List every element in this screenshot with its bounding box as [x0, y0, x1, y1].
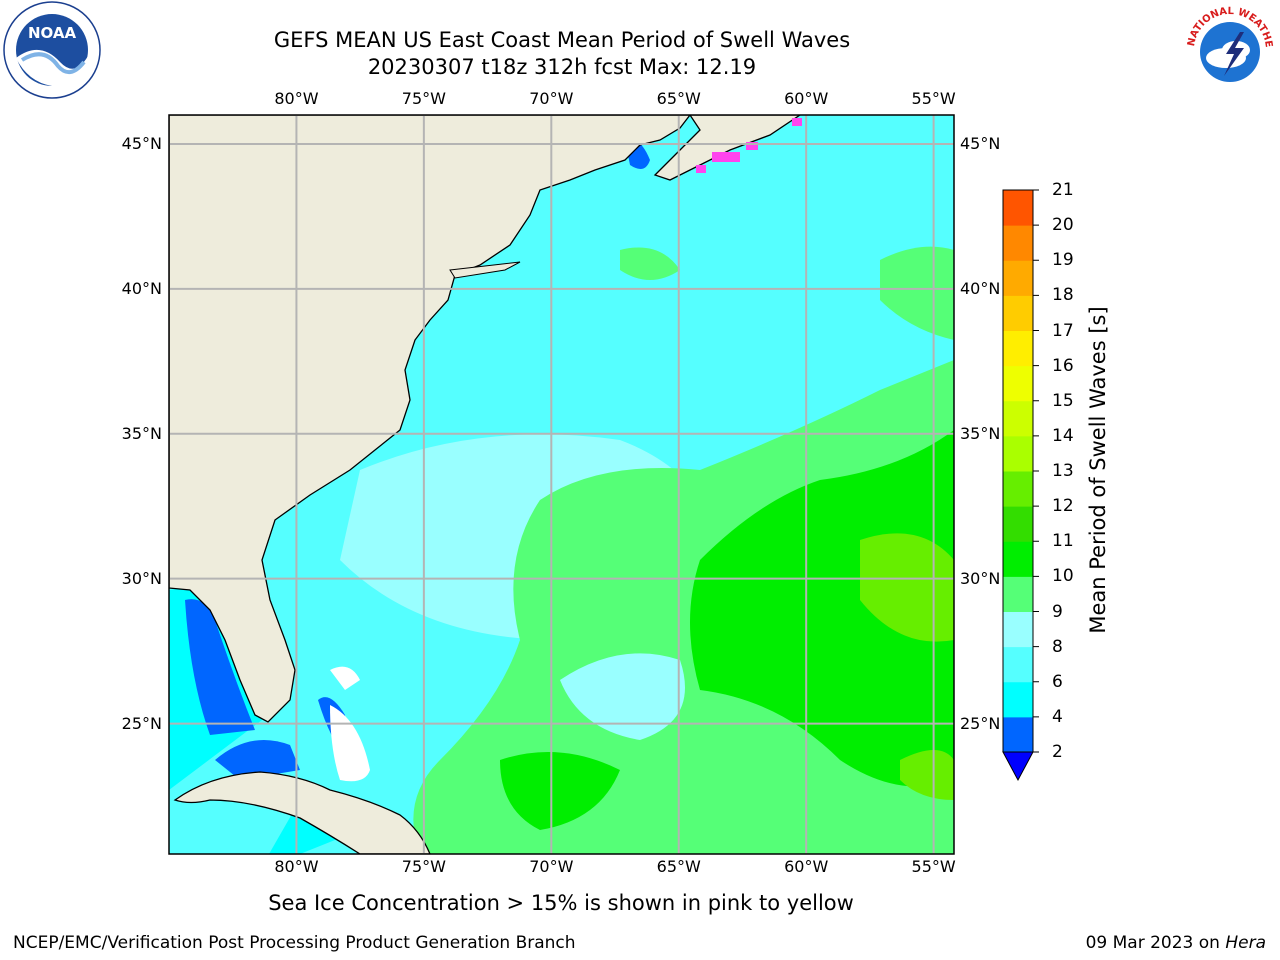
- colorbar-segment: [1003, 365, 1033, 402]
- colorbar: [1002, 189, 1039, 782]
- map-subtitle: 20230307 t18z 312h fcst Max: 12.19: [367, 55, 757, 79]
- bahamas-bank: [330, 666, 360, 690]
- map-frame: [168, 114, 955, 855]
- colorbar-segment: [1003, 435, 1033, 472]
- colorbar-label: 18: [1052, 285, 1074, 306]
- colorbar-segment: [1003, 225, 1033, 261]
- lon-tick-label-top: 60°W: [784, 89, 829, 108]
- period-band-9-10: [620, 247, 680, 280]
- colorbar-label: 17: [1052, 320, 1074, 341]
- lat-tick-label-left: 35°N: [121, 423, 162, 443]
- lat-tick-label-left: 45°N: [121, 133, 162, 153]
- colorbar-segment: [1003, 576, 1033, 612]
- period-band-9-10: [880, 246, 954, 340]
- colorbar-label: 9: [1052, 601, 1063, 622]
- footer-credit: NCEP/EMC/Verification Post Processing Pr…: [13, 933, 576, 953]
- colorbar-extend-arrow: [1002, 751, 1034, 782]
- lon-tick-label-bottom: 70°W: [529, 857, 574, 876]
- sea-ice-note: Sea Ice Concentration > 15% is shown in …: [268, 891, 854, 915]
- noaa-logo: NOAA: [3, 1, 101, 99]
- colorbar-label: 21: [1052, 180, 1074, 200]
- colorbar-segment: [1003, 541, 1033, 577]
- period-band-2-4: [215, 740, 300, 780]
- colorbar-segment: [1003, 260, 1033, 296]
- colorbar-label: 19: [1052, 250, 1074, 271]
- colorbar-label: 13: [1052, 461, 1074, 481]
- land-long-island: [449, 261, 521, 279]
- colorbar-label: 16: [1052, 355, 1074, 376]
- colorbar-label: 8: [1052, 636, 1063, 657]
- lat-tick-label-right: 45°N: [960, 133, 1001, 153]
- period-band-11-12: [900, 750, 954, 800]
- colorbar-segment: [1003, 400, 1033, 437]
- lon-tick-label-bottom: 55°W: [911, 857, 956, 876]
- colorbar-segment: [1003, 611, 1033, 648]
- footer-date: 09 Mar 2023 on Hera: [1086, 933, 1266, 953]
- map-title: GEFS MEAN US East Coast Mean Period of S…: [273, 28, 851, 52]
- sea-ice-marker: [696, 165, 706, 173]
- colorbar-segment: [1003, 716, 1033, 753]
- lon-tick-label-top: 80°W: [274, 89, 319, 108]
- colorbar-label: 12: [1052, 496, 1074, 517]
- sea-ice-marker: [746, 142, 758, 150]
- colorbar-label: 6: [1052, 671, 1063, 692]
- lat-tick-label-left: 25°N: [121, 713, 162, 733]
- colorbar-segment: [1003, 190, 1033, 226]
- lon-tick-label-top: 75°W: [401, 89, 446, 108]
- period-band-8-9: [560, 653, 685, 740]
- sea-ice-marker: [792, 118, 802, 126]
- lat-tick-label-right: 25°N: [960, 713, 1001, 733]
- period-band-2-4: [185, 599, 255, 735]
- colorbar-label: 2: [1052, 742, 1063, 762]
- colorbar-label: 15: [1052, 390, 1074, 411]
- period-band-11-12: [860, 533, 954, 642]
- lat-tick-label-left: 30°N: [121, 568, 162, 588]
- colorbar-label: 11: [1052, 531, 1074, 552]
- colorbar-label: 14: [1052, 425, 1074, 446]
- footer-date-text: 09 Mar 2023 on: [1085, 933, 1220, 953]
- sea-ice-marker: [712, 152, 740, 162]
- footer-machine: Hera: [1225, 933, 1266, 953]
- colorbar-segment: [1003, 646, 1033, 683]
- period-band-10-11: [500, 752, 620, 830]
- colorbar-segment: [1003, 471, 1033, 507]
- lon-tick-label-top: 70°W: [529, 89, 574, 108]
- map-content: [169, 115, 954, 854]
- colorbar-segment: [1003, 295, 1033, 331]
- land-nova-scotia: [653, 115, 802, 181]
- lat-tick-label-right: 40°N: [960, 278, 1001, 298]
- land-north-america: [169, 115, 691, 723]
- colorbar-segment: [1003, 506, 1033, 542]
- lon-tick-label-bottom: 65°W: [656, 857, 701, 876]
- colorbar-segment: [1003, 681, 1033, 718]
- colorbar-label: 4: [1052, 706, 1063, 727]
- lat-tick-label-right: 35°N: [960, 423, 1001, 443]
- lon-tick-label-bottom: 60°W: [784, 857, 829, 876]
- lon-tick-label-bottom: 80°W: [274, 857, 319, 876]
- colorbar-segment: [1003, 330, 1033, 367]
- colorbar-label: 10: [1052, 566, 1074, 587]
- lat-tick-label-right: 30°N: [960, 568, 1001, 588]
- lat-tick-label-left: 40°N: [121, 278, 162, 298]
- land-cuba: [173, 771, 431, 854]
- noaa-logo-text: NOAA: [28, 24, 77, 42]
- period-band-10-11: [690, 430, 954, 787]
- lon-tick-label-top: 55°W: [911, 89, 956, 108]
- graticule: [169, 115, 954, 854]
- colorbar-title: Mean Period of Swell Waves [s]: [1086, 306, 1110, 634]
- colorbar-label: 20: [1052, 215, 1074, 236]
- nws-logo: NATIONAL WEATHER SERVICE: [1180, 0, 1277, 97]
- lon-tick-label-bottom: 75°W: [401, 857, 446, 876]
- lon-tick-label-top: 65°W: [656, 89, 701, 108]
